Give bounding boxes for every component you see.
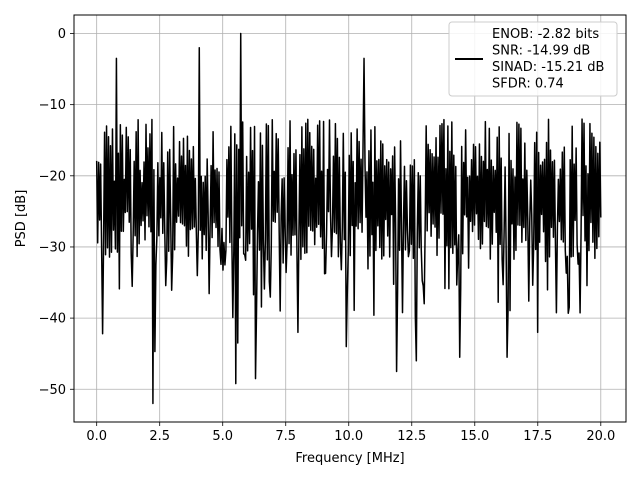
y-tick-label: −40: [39, 312, 66, 327]
x-tick-label: 10.0: [334, 429, 363, 444]
legend-snr: SNR: -14.99 dB: [492, 44, 590, 59]
plot-area-frame: [73, 14, 627, 423]
legend-sfdr: SFDR: 0.74: [492, 77, 564, 92]
x-tick-label: 2.5: [149, 429, 170, 444]
y-tick-label: −30: [39, 240, 66, 255]
y-tick-label: −10: [39, 98, 66, 113]
psd-series-line: [95, 32, 602, 405]
y-tick-label: −20: [39, 169, 66, 184]
x-tick-label: 5.0: [212, 429, 233, 444]
x-tick-label: 0.0: [86, 429, 107, 444]
legend-box: [448, 21, 618, 97]
legend-sinad: SINAD: -15.21 dB: [492, 60, 604, 75]
x-tick-label: 15.0: [460, 429, 489, 444]
y-tick-label: −50: [39, 383, 66, 398]
x-axis-label: Frequency [MHz]: [295, 451, 404, 466]
x-tick-label: 12.5: [397, 429, 426, 444]
x-tick-label: 20.0: [586, 429, 615, 444]
x-tick-label: 17.5: [523, 429, 552, 444]
legend: ENOB: -2.82 bits SNR: -14.99 dB SINAD: -…: [448, 21, 618, 97]
data-layer: [95, 32, 602, 405]
y-axis-label: PSD [dB]: [14, 190, 29, 248]
y-tick-label: 0: [58, 27, 66, 42]
x-tick-label: 7.5: [275, 429, 296, 444]
tick-layer: 0.0 2.5 5.0 7.5 10.0 12.5 15.0 17.5 20.0 0 −10 −20 −…: [39, 27, 616, 444]
legend-enob: ENOB: -2.82 bits: [492, 27, 599, 42]
